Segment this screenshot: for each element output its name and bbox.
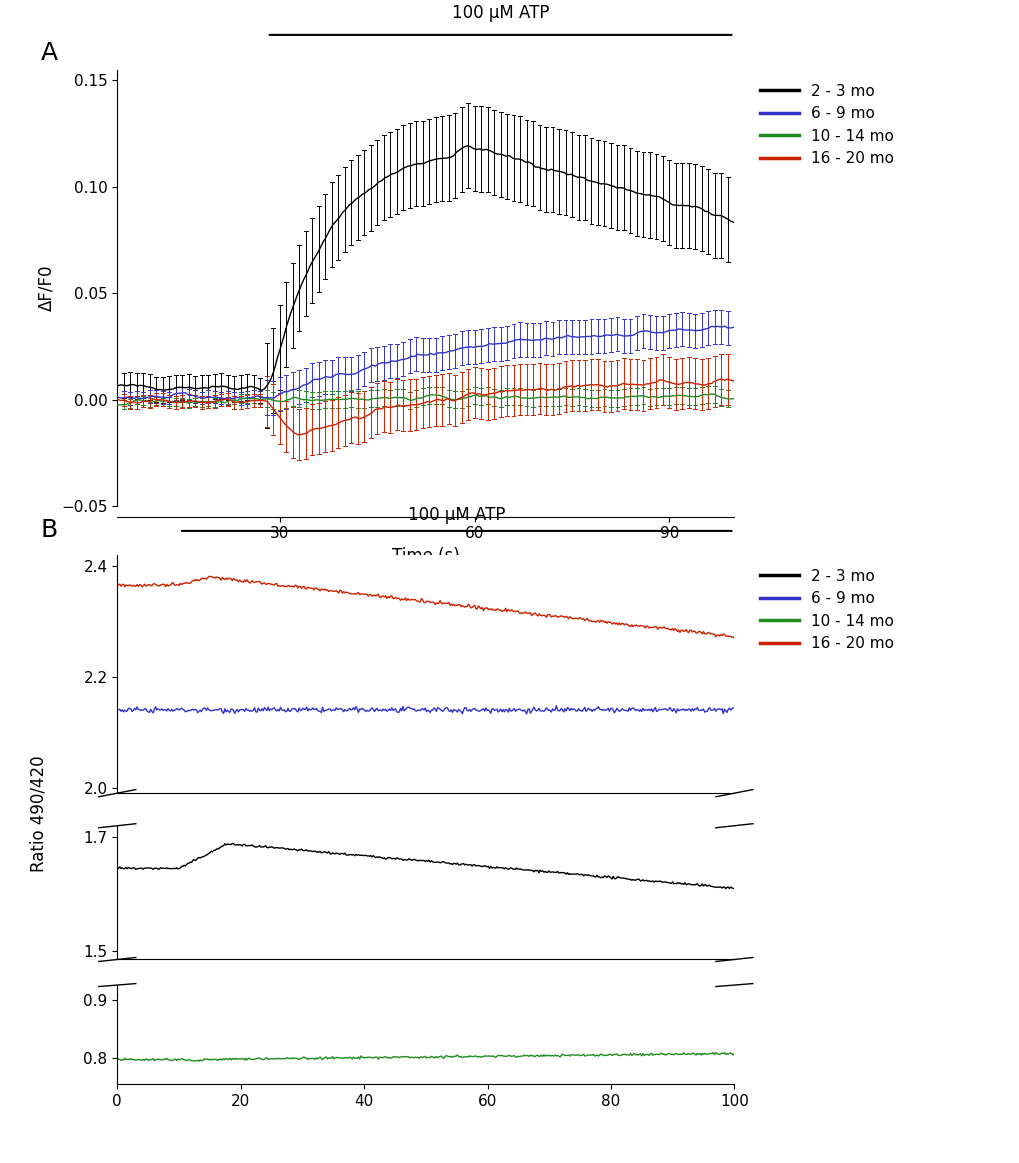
Legend: 2 - 3 mo, 6 - 9 mo, 10 - 14 mo, 16 - 20 mo: 2 - 3 mo, 6 - 9 mo, 10 - 14 mo, 16 - 20 … [754,78,899,172]
Text: 100 μM ATP: 100 μM ATP [408,506,505,523]
Y-axis label: ΔF/F0: ΔF/F0 [38,265,55,311]
Text: A: A [41,41,58,65]
Legend: 2 - 3 mo, 6 - 9 mo, 10 - 14 mo, 16 - 20 mo: 2 - 3 mo, 6 - 9 mo, 10 - 14 mo, 16 - 20 … [754,563,899,657]
Text: B: B [41,518,58,542]
Text: 100 μM ATP: 100 μM ATP [451,3,549,22]
Text: Ratio 490/420: Ratio 490/420 [30,756,48,872]
X-axis label: Time (s): Time (s) [391,547,460,565]
